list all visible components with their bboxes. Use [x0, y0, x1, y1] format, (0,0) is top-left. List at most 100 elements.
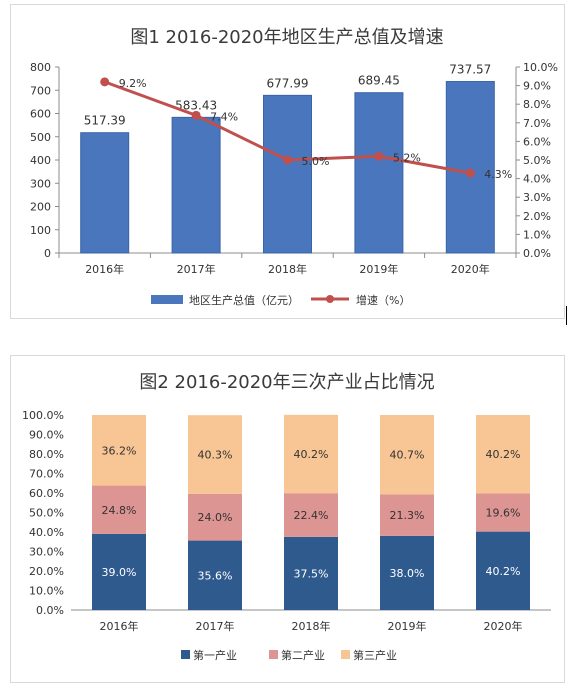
segment-label-3: 36.2%	[102, 444, 137, 457]
segment-label-3: 40.7%	[390, 449, 425, 462]
y2-tick-label: 4.0%	[523, 173, 551, 186]
growth-point	[374, 151, 384, 161]
segment-label-2: 24.8%	[102, 504, 137, 517]
gdp-chart-panel: 图1 2016-2020年地区生产总值及增速 0 100 200 300 400 500 6…	[10, 4, 565, 319]
segment-label-2: 21.3%	[390, 509, 425, 522]
gdp-bar	[80, 132, 130, 254]
segment-label-1: 37.5%	[294, 567, 329, 580]
y-tick-label: 0.0%	[36, 604, 64, 617]
y-tick-label: 500	[30, 131, 51, 144]
growth-label: 9.2%	[119, 77, 147, 90]
segment-label-2: 22.4%	[294, 509, 329, 522]
legend-label-1: 第一产业	[193, 648, 237, 662]
y2-tick-label: 3.0%	[523, 191, 551, 204]
y-tick-label: 600	[30, 108, 51, 121]
chart1-title: 图1 2016-2020年地区生产总值及增速	[130, 27, 443, 48]
segment-label-3: 40.2%	[294, 448, 329, 461]
segment-label-1: 35.6%	[198, 569, 233, 582]
gdp-bar	[171, 116, 221, 254]
y2-tick-label: 8.0%	[523, 98, 551, 111]
industry-share-chart-panel: 图2 2016-2020年三次产业占比情况 0.0% 10.0% 20.0% 30.0…	[10, 355, 565, 683]
y-tick-label: 10.0%	[29, 585, 64, 598]
y2-tick-label: 6.0%	[523, 135, 551, 148]
y-tick-label: 200	[30, 201, 51, 214]
gdp-bar-label: 517.39	[84, 114, 126, 128]
legend-label-3: 第三产业	[353, 648, 397, 662]
segment-3	[476, 415, 530, 494]
y2-tick-label: 9.0%	[523, 80, 551, 93]
y-tick-label: 300	[30, 177, 51, 190]
y-tick-label: 60.0%	[29, 487, 64, 500]
x-tick-label: 2020年	[451, 262, 490, 276]
segment-label-2: 19.6%	[486, 507, 521, 520]
x-tick-label: 2019年	[359, 262, 398, 276]
text-cursor	[566, 306, 567, 325]
y-tick-label: 40.0%	[29, 526, 64, 539]
gdp-bar-label: 583.43	[175, 98, 217, 112]
legend-label-2: 第二产业	[281, 648, 325, 662]
y-tick-label: 400	[30, 154, 51, 167]
legend-swatch-1	[181, 650, 190, 659]
segment-3	[92, 415, 146, 486]
segment-2	[476, 493, 530, 532]
y-tick-label: 90.0%	[29, 429, 64, 442]
legend-swatch-gdp	[151, 295, 183, 304]
legend-label-gdp: 地区生产总值（亿元）	[189, 293, 299, 307]
x-tick-label: 2018年	[292, 619, 331, 633]
growth-label: 4.3%	[484, 168, 512, 181]
gdp-bar	[445, 81, 495, 254]
y-tick-label: 30.0%	[29, 546, 64, 559]
segment-label-1: 40.2%	[486, 565, 521, 578]
segment-2	[284, 493, 338, 537]
y2-tick-label: 7.0%	[523, 117, 551, 130]
growth-label: 5.0%	[302, 155, 330, 168]
y-tick-label: 800	[30, 61, 51, 74]
segment-1	[188, 540, 242, 610]
y2-tick-label: 10.0%	[523, 61, 558, 74]
segment-label-3: 40.2%	[486, 448, 521, 461]
growth-label: 7.4%	[210, 110, 238, 123]
segment-1	[380, 535, 434, 610]
y2-tick-label: 5.0%	[523, 154, 551, 167]
y-tick-label: 0	[44, 247, 51, 260]
segment-1	[284, 536, 338, 610]
segment-2	[188, 493, 242, 541]
y-tick-label: 20.0%	[29, 565, 64, 578]
gdp-bar-label: 689.45	[358, 74, 400, 88]
x-tick-label: 2020年	[484, 619, 523, 633]
segment-1	[476, 531, 530, 610]
x-tick-label: 2017年	[196, 619, 235, 633]
y2-tick-label: 1.0%	[523, 228, 551, 241]
x-tick-label: 2016年	[85, 262, 124, 276]
x-tick-label: 2016年	[100, 619, 139, 633]
growth-point	[100, 77, 110, 87]
gdp-bar	[263, 94, 312, 254]
segment-3	[284, 414, 338, 494]
segment-2	[380, 494, 434, 536]
gdp-bar-label: 737.57	[449, 63, 491, 77]
y-tick-label: 70.0%	[29, 468, 64, 481]
legend-marker-growth	[326, 295, 334, 303]
growth-point	[191, 110, 201, 120]
gdp-bar-label: 677.99	[267, 76, 309, 90]
y2-tick-label: 0.0%	[523, 247, 551, 260]
segment-label-2: 24.0%	[198, 511, 233, 524]
growth-label: 5.2%	[393, 151, 421, 164]
growth-point	[283, 155, 292, 165]
y-tick-label: 80.0%	[29, 448, 64, 461]
industry-share-chart: 图2 2016-2020年三次产业占比情况 0.0% 10.0% 20.0% 30.0…	[22, 372, 551, 662]
segment-3	[380, 415, 434, 495]
y-tick-label: 100	[30, 224, 51, 237]
x-tick-label: 2019年	[388, 619, 427, 633]
y-tick-label: 50.0%	[29, 507, 64, 520]
y-tick-label: 100.0%	[22, 409, 64, 422]
y-tick-label: 700	[30, 84, 51, 97]
segment-2	[92, 485, 146, 534]
x-tick-label: 2018年	[268, 262, 307, 276]
segment-label-3: 40.3%	[198, 448, 233, 461]
legend-swatch-3	[341, 650, 350, 659]
chart2-title: 图2 2016-2020年三次产业占比情况	[139, 372, 434, 393]
segment-1	[92, 533, 146, 610]
gdp-bar	[354, 92, 404, 254]
x-tick-label: 2017年	[177, 262, 216, 276]
